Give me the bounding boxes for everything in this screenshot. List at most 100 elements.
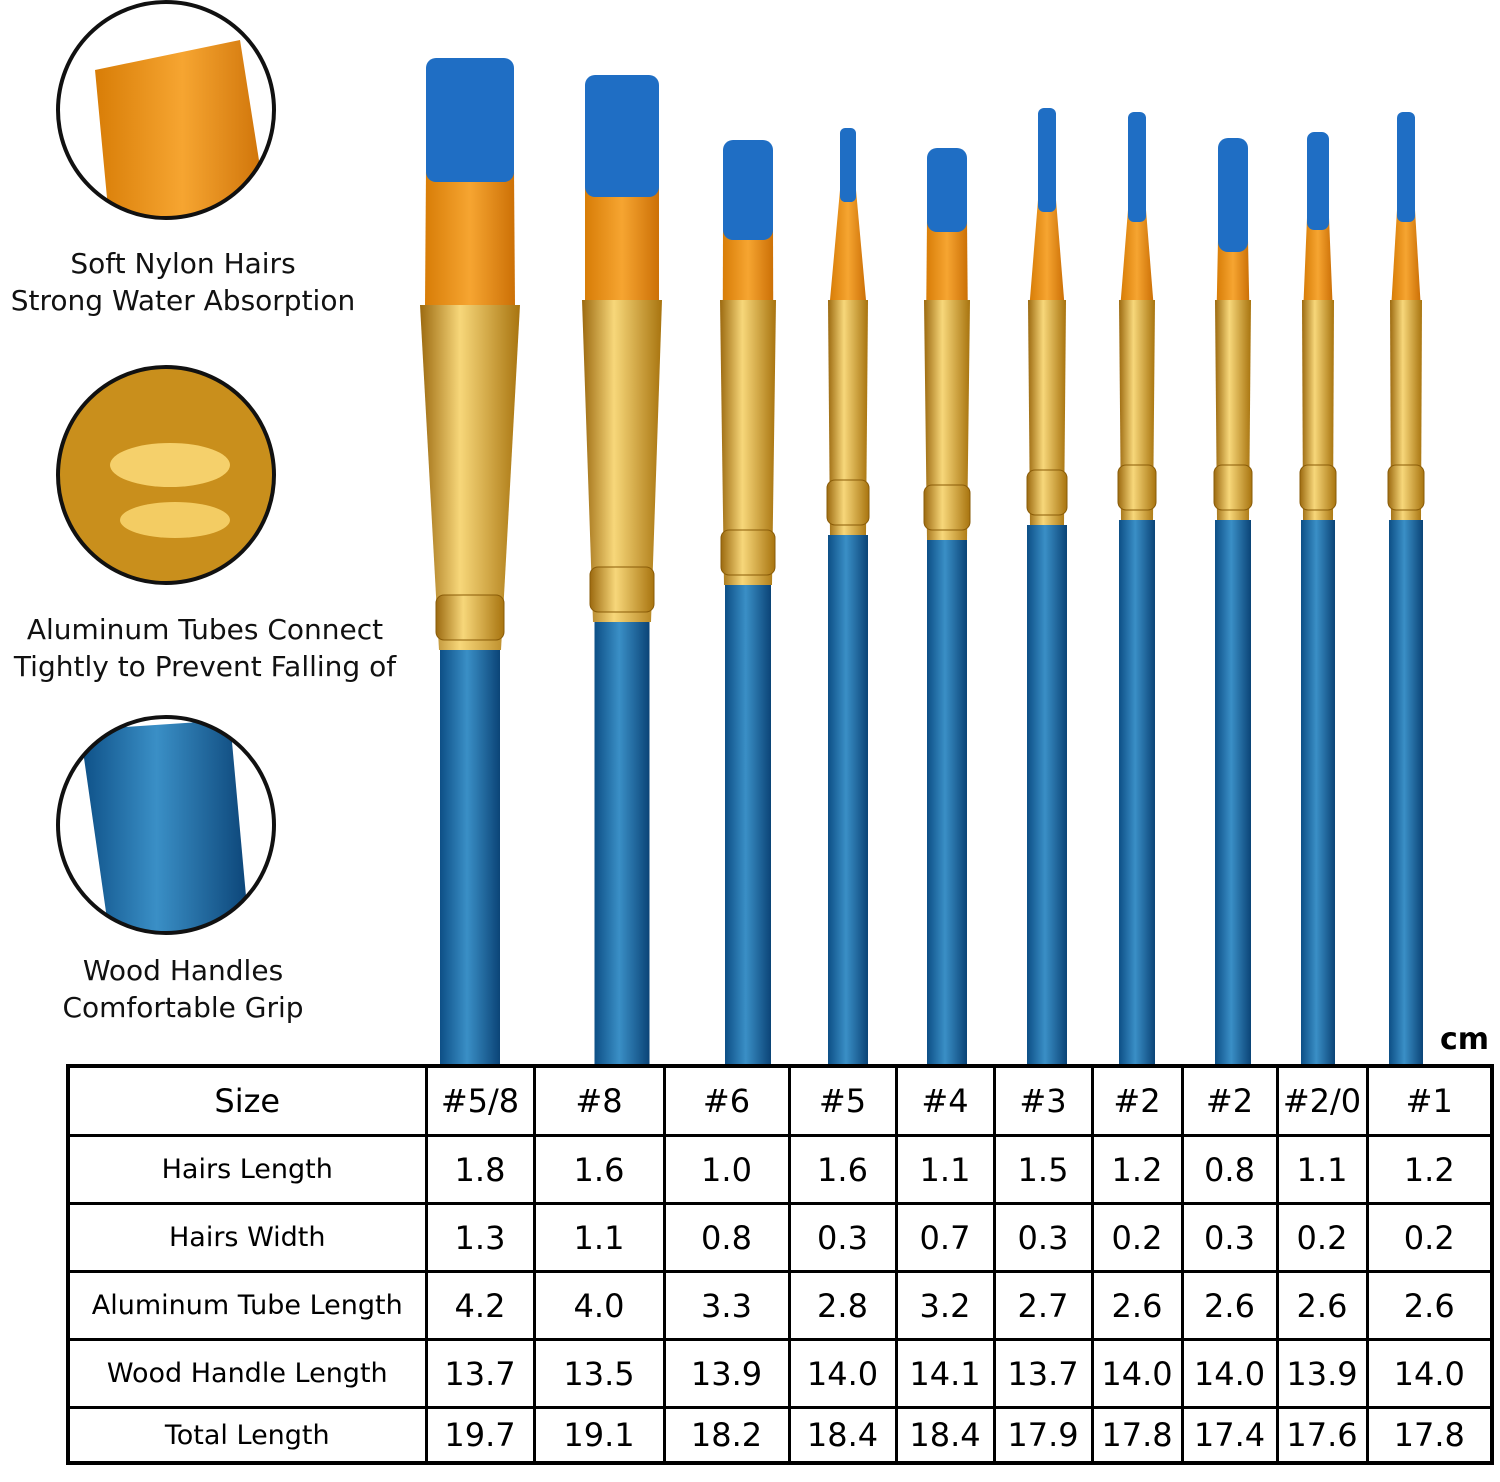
cell: 1.6 — [532, 1134, 666, 1205]
feature-text: Wood Handles Comfortable Grip — [0, 952, 366, 1026]
cell: 13.7 — [424, 1338, 536, 1409]
cell: #2/0 — [1275, 1064, 1369, 1137]
cell: 17.8 — [1090, 1406, 1184, 1465]
cell: 1.3 — [424, 1202, 536, 1273]
row-label: Total Length — [66, 1406, 428, 1465]
cell: 2.8 — [787, 1270, 898, 1341]
brush-paint — [1397, 112, 1415, 222]
row-label: Aluminum Tube Length — [66, 1270, 428, 1341]
cell: 14.0 — [1090, 1338, 1184, 1409]
brush-handle — [1215, 520, 1251, 1066]
cell: 13.5 — [532, 1338, 666, 1409]
cell: #6 — [662, 1064, 791, 1137]
cell: 1.5 — [992, 1134, 1094, 1205]
tube-closeup — [56, 365, 276, 585]
brush-handle — [725, 585, 771, 1066]
row-label: Size — [66, 1064, 428, 1137]
cell: 0.2 — [1275, 1202, 1369, 1273]
cell: 4.2 — [424, 1270, 536, 1341]
feature-line: Comfortable Grip — [62, 991, 304, 1024]
cell: 17.8 — [1365, 1406, 1494, 1465]
brush-ferrule — [924, 300, 970, 540]
table-row: Size #5/8 #8 #6 #5 #4 #3 #2 #2 #2/0 #1 — [66, 1064, 1494, 1137]
cell: 2.7 — [992, 1270, 1094, 1341]
cell: 1.1 — [1275, 1134, 1369, 1205]
cell: 14.0 — [1180, 1338, 1279, 1409]
cell: 3.2 — [894, 1270, 996, 1341]
brush-paint — [927, 148, 967, 232]
row-label: Hairs Length — [66, 1134, 428, 1205]
cell: 1.1 — [894, 1134, 996, 1205]
cell: 18.4 — [894, 1406, 996, 1465]
brush-hairs — [1391, 210, 1421, 300]
cell: 17.9 — [992, 1406, 1094, 1465]
size-table: Size #5/8 #8 #6 #5 #4 #3 #2 #2 #2/0 #1 Hairs Length… — [66, 1064, 1494, 1465]
cell: 1.6 — [787, 1134, 898, 1205]
handle-closeup — [56, 715, 276, 935]
table-row: Hairs Width 1.3 1.1 0.8 0.3 0.7 0.3 0.2 0.3 0.2 0.… — [66, 1202, 1494, 1273]
cell: 17.4 — [1180, 1406, 1279, 1465]
unit-label: cm — [1440, 1022, 1490, 1057]
cell: 1.2 — [1090, 1134, 1184, 1205]
cell: 0.2 — [1090, 1202, 1184, 1273]
brush-hairs — [830, 190, 866, 300]
cell: #2 — [1180, 1064, 1279, 1137]
brush-handle — [927, 540, 967, 1066]
brush-paint — [723, 140, 773, 240]
cell: 13.7 — [992, 1338, 1094, 1409]
brush-ferrule-ring — [826, 479, 870, 526]
cell: #8 — [532, 1064, 666, 1137]
brush-handle — [440, 650, 500, 1066]
brush-paint — [1128, 112, 1146, 222]
feature-text: Soft Nylon Hairs Strong Water Absorption — [0, 245, 366, 319]
brush-ferrule-ring — [1213, 464, 1253, 511]
cell: 2.6 — [1090, 1270, 1184, 1341]
cell: 19.7 — [424, 1406, 536, 1465]
cell: 13.9 — [662, 1338, 791, 1409]
brush-ferrule-ring — [1117, 464, 1157, 511]
feature-line: Soft Nylon Hairs — [70, 247, 296, 280]
cell: 2.6 — [1275, 1270, 1369, 1341]
brush-hairs — [1303, 218, 1333, 300]
brush-ferrule — [420, 305, 520, 650]
cell: 14.0 — [1365, 1338, 1494, 1409]
brush-hairs — [1120, 210, 1154, 300]
cell: 2.6 — [1365, 1270, 1494, 1341]
brush-ferrule — [1028, 300, 1066, 525]
cell: #5 — [787, 1064, 898, 1137]
brush-ferrule-ring — [1387, 464, 1425, 511]
brush-ferrule — [720, 300, 776, 585]
cell: 0.3 — [1180, 1202, 1279, 1273]
brush-hairs — [585, 185, 659, 300]
cell: 0.7 — [894, 1202, 996, 1273]
cell: #4 — [894, 1064, 996, 1137]
feature-text: Aluminum Tubes Connect Tightly to Prevent… — [0, 611, 410, 685]
row-label: Hairs Width — [66, 1202, 428, 1273]
cell: 18.4 — [787, 1406, 898, 1465]
cell: 0.8 — [1180, 1134, 1279, 1205]
brush-ferrule — [582, 300, 662, 622]
brush-handle — [1027, 525, 1067, 1066]
brushes — [420, 58, 1425, 1066]
brush-hairs — [926, 220, 968, 300]
table-row: Hairs Length 1.8 1.6 1.0 1.6 1.1 1.5 1.2 0.8 1.1 1… — [66, 1134, 1494, 1205]
brush-paint — [585, 75, 659, 197]
table-row: Aluminum Tube Length 4.2 4.0 3.3 2.8 3.2 2.7 2.… — [66, 1270, 1494, 1341]
brush-paint — [1218, 138, 1248, 252]
brush-ferrule-ring — [1026, 469, 1068, 516]
brush-paint — [840, 128, 856, 202]
cell: #3 — [992, 1064, 1094, 1137]
brush-ferrule-ring — [589, 566, 655, 613]
feature-line: Wood Handles — [82, 954, 284, 987]
brush-handle — [1119, 520, 1155, 1066]
brush-hairs — [722, 228, 774, 300]
brush-hairs — [425, 170, 515, 305]
brush-handle — [594, 622, 650, 1066]
brush-paint — [1038, 108, 1056, 212]
cell: 19.1 — [532, 1406, 666, 1465]
brush-handle — [828, 535, 868, 1066]
cell: 13.9 — [1275, 1338, 1369, 1409]
brush-ferrule — [828, 300, 868, 535]
cell: 14.0 — [787, 1338, 898, 1409]
